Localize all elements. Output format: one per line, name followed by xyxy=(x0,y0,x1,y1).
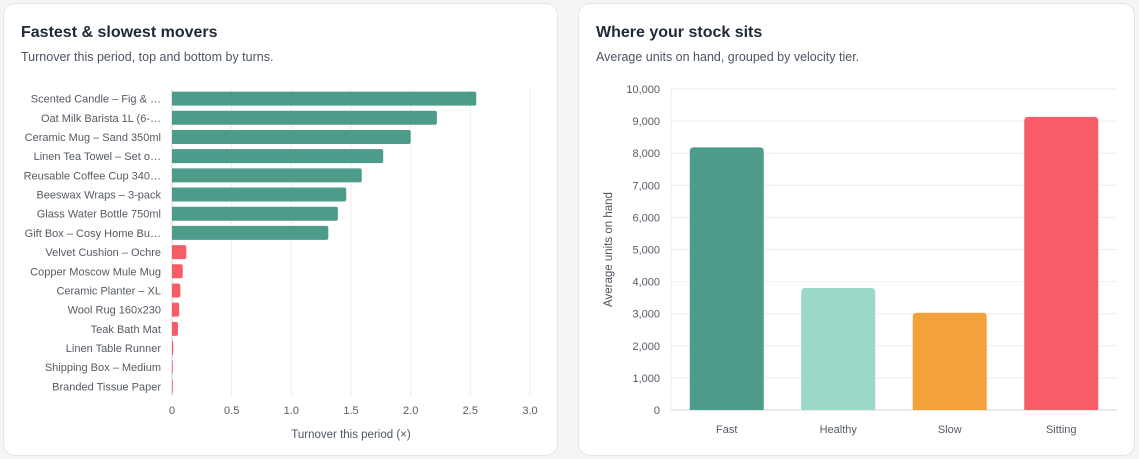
y-category-label: Reusable Coffee Cup 340… xyxy=(24,170,161,182)
tier-bar xyxy=(801,288,876,410)
turnover-bar xyxy=(172,341,174,356)
turnover-bar xyxy=(172,360,173,375)
stock-tier-card: Where your stock sits Average units on h… xyxy=(578,3,1135,456)
y-tick-label: 4,000 xyxy=(632,277,660,289)
turnover-bar xyxy=(172,149,384,164)
turnover-bar xyxy=(172,264,183,279)
turnover-bar xyxy=(172,302,180,317)
y-category-label: Scented Candle – Fig & … xyxy=(31,94,161,106)
y-tick-label: 10,000 xyxy=(626,84,660,96)
tier-bar xyxy=(689,147,764,410)
y-tick-label: 0 xyxy=(654,405,660,417)
y-tick-label: 8,000 xyxy=(632,148,660,160)
turnover-bar xyxy=(172,321,178,336)
turnover-bar xyxy=(172,168,362,183)
x-category-label: Sitting xyxy=(1046,424,1077,436)
x-tick-label: 2.5 xyxy=(463,405,478,417)
x-tick-label: 2.0 xyxy=(403,405,418,417)
y-category-label: Ceramic Planter – XL xyxy=(56,285,161,297)
x-tick-label: 3.0 xyxy=(522,405,537,417)
y-tick-label: 1,000 xyxy=(632,373,660,385)
y-category-label: Beeswax Wraps – 3-pack xyxy=(36,190,161,202)
x-tick-label: 1.0 xyxy=(284,405,299,417)
movers-bar-chart: 0 0.5 1.0 1.5 2.0 2.5 3.0 Scented Candle – Fig … xyxy=(24,89,538,441)
turnover-bar xyxy=(172,187,347,202)
x-category-label: Healthy xyxy=(820,424,858,436)
y-category-label: Linen Tea Towel – Set o… xyxy=(34,151,161,163)
stock-tier-bar-chart: 0 1,000 2,000 3,000 4,000 5,000 6,000 7,000 8,00… xyxy=(603,84,1117,436)
y-category-label: Wool Rug 160x230 xyxy=(68,305,161,317)
movers-title: Fastest & slowest movers xyxy=(21,24,218,41)
turnover-bar xyxy=(172,379,173,394)
turnover-bar xyxy=(172,110,437,125)
turnover-bar xyxy=(172,91,477,106)
turnover-bar xyxy=(172,225,329,240)
y-tick-label: 2,000 xyxy=(632,341,660,353)
y-category-label: Glass Water Bottle 750ml xyxy=(37,209,161,221)
turnover-bar xyxy=(172,129,411,144)
y-category-label: Linen Table Runner xyxy=(66,343,162,355)
x-tick-label: 0 xyxy=(169,405,175,417)
x-category-label: Slow xyxy=(938,424,962,436)
x-tick-label: 1.5 xyxy=(343,405,358,417)
stock-tier-title: Where your stock sits xyxy=(596,24,763,41)
movers-subtitle: Turnover this period, top and bottom by … xyxy=(21,50,274,64)
y-tick-label: 7,000 xyxy=(632,180,660,192)
turnover-bar xyxy=(172,245,187,260)
y-axis-title: Average units on hand xyxy=(603,192,615,307)
x-axis-title: Turnover this period (×) xyxy=(291,429,411,441)
y-category-label: Teak Bath Mat xyxy=(91,324,161,336)
y-category-label: Branded Tissue Paper xyxy=(52,381,161,393)
y-category-label: Copper Moscow Mule Mug xyxy=(30,266,161,278)
stock-tier-subtitle: Average units on hand, grouped by veloci… xyxy=(596,50,860,64)
y-tick-label: 3,000 xyxy=(632,309,660,321)
movers-card: Fastest & slowest movers Turnover this p… xyxy=(3,3,558,456)
y-category-label: Oat Milk Barista 1L (6-… xyxy=(41,113,161,125)
turnover-bar xyxy=(172,283,181,298)
turnover-bar xyxy=(172,206,338,221)
x-category-label: Fast xyxy=(716,424,737,436)
y-category-label: Shipping Box – Medium xyxy=(45,362,161,374)
y-category-label: Velvet Cushion – Ochre xyxy=(45,247,161,259)
y-tick-label: 6,000 xyxy=(632,212,660,224)
y-category-label: Ceramic Mug – Sand 350ml xyxy=(25,132,161,144)
y-tick-label: 5,000 xyxy=(632,245,660,257)
y-tick-label: 9,000 xyxy=(632,116,660,128)
x-tick-label: 0.5 xyxy=(224,405,239,417)
tier-bar xyxy=(1024,116,1099,410)
tier-bar xyxy=(912,312,987,410)
y-category-label: Gift Box – Cosy Home Bu… xyxy=(25,228,161,240)
